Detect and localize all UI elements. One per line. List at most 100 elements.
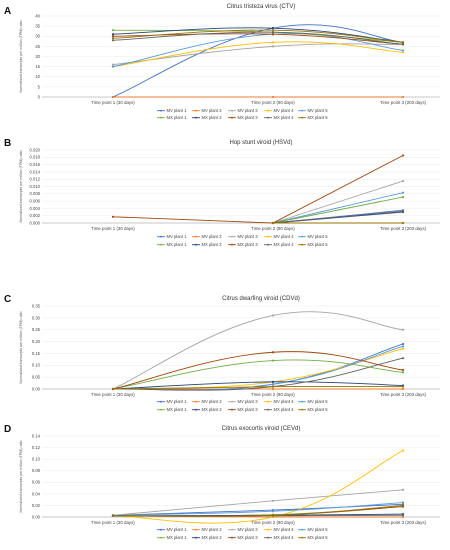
data-point xyxy=(271,383,275,386)
legend-label: MX plant 4 xyxy=(274,535,295,540)
data-point xyxy=(401,95,405,99)
legend-marker xyxy=(231,243,233,246)
y-tick-label: 0.014 xyxy=(30,169,41,174)
series-line xyxy=(112,357,404,391)
y-tick-label: 0.00 xyxy=(32,386,41,391)
data-point xyxy=(401,41,405,44)
legend-item: MX plant 5 xyxy=(298,242,328,247)
legend-item: MX plant 2 xyxy=(192,407,222,412)
y-tick-label: 30 xyxy=(35,34,40,39)
y-tick-label: 20 xyxy=(35,54,40,59)
legend-label: MX plant 1 xyxy=(167,115,188,120)
legend-marker xyxy=(231,235,233,238)
legend-marker xyxy=(160,235,162,238)
chart-panel-d: D Citrus exocortis viroid (CEVd) 0.00 0.02 0… xyxy=(4,424,440,540)
data-point xyxy=(271,385,275,388)
legend-item: MV plant 3 xyxy=(228,234,258,239)
legend-marker xyxy=(195,235,197,238)
data-point xyxy=(271,314,275,317)
legend-item: MV plant 4 xyxy=(264,399,294,404)
legend-item: MV plant 2 xyxy=(192,399,222,404)
x-tick-label: Time point 3 (203 days) xyxy=(380,392,426,397)
data-point xyxy=(111,37,115,40)
legend-marker xyxy=(231,528,233,531)
legend-label: MV plant 5 xyxy=(308,527,329,532)
y-tick-label: 0.30 xyxy=(32,315,41,320)
data-point xyxy=(111,35,115,38)
series-mv-plant-1 xyxy=(111,342,405,391)
legend-label: MV plant 2 xyxy=(202,527,223,532)
legend-item: MV plant 1 xyxy=(157,527,187,532)
series-mx-plant-5 xyxy=(111,385,405,391)
legend-label: MX plant 3 xyxy=(238,242,259,247)
legend-label: MV plant 2 xyxy=(202,234,223,239)
chart-title: Citrus dwarfing viroid (CDVd) xyxy=(222,296,300,302)
legend-item: MX plant 4 xyxy=(264,535,294,540)
data-point xyxy=(401,387,405,391)
y-tick-label: 0.010 xyxy=(30,184,41,189)
series-mx-plant-3 xyxy=(111,351,405,391)
legend-label: MV plant 4 xyxy=(274,108,295,113)
legend-item: MX plant 2 xyxy=(192,535,222,540)
legend-item: MV plant 3 xyxy=(228,527,258,532)
data-point xyxy=(111,29,115,32)
data-point xyxy=(271,359,275,362)
data-point xyxy=(271,510,275,513)
series-mv-plant-2 xyxy=(111,95,405,99)
legend-label: MX plant 2 xyxy=(202,407,223,412)
x-tick-label: Time point 1 (30 days) xyxy=(91,520,135,525)
legend-marker xyxy=(267,400,269,403)
legend-item: MX plant 1 xyxy=(157,535,187,540)
series-line xyxy=(112,348,404,390)
chart-panel-c: C Citrus dwarfing viroid (CDVd) 0.00 0.05 0.… xyxy=(4,294,440,412)
legend-item: MX plant 5 xyxy=(298,535,328,540)
legend-marker xyxy=(160,528,162,531)
legend-item: MV plant 2 xyxy=(192,108,222,113)
data-point xyxy=(271,29,275,32)
legend-item: MX plant 3 xyxy=(228,242,258,247)
legend-marker xyxy=(160,536,162,539)
x-tick-label: Time point 3 (203 days) xyxy=(380,520,426,525)
y-tick-label: 0.14 xyxy=(32,433,41,438)
data-point xyxy=(271,41,275,44)
data-point xyxy=(401,504,405,507)
legend-marker xyxy=(301,528,303,531)
legend-label: MX plant 5 xyxy=(308,242,329,247)
y-tick-label: 0.06 xyxy=(32,480,41,485)
legend-label: MX plant 2 xyxy=(202,115,223,120)
legend-item: MV plant 4 xyxy=(264,527,294,532)
legend-item: MX plant 4 xyxy=(264,407,294,412)
data-point xyxy=(271,499,275,502)
data-point xyxy=(271,31,275,34)
x-tick-label: Time point 1 (30 days) xyxy=(91,100,135,105)
data-point xyxy=(401,210,405,213)
legend-marker xyxy=(301,235,303,238)
legend-label: MX plant 3 xyxy=(238,407,259,412)
x-tick-label: Time point 1 (30 days) xyxy=(91,392,135,397)
series-line xyxy=(272,210,404,224)
panel-letter: C xyxy=(4,294,11,305)
legend-marker xyxy=(195,408,197,411)
legend-item: MX plant 3 xyxy=(228,407,258,412)
series-line xyxy=(112,359,404,390)
legend-label: MX plant 2 xyxy=(202,535,223,540)
y-tick-label: 0.020 xyxy=(30,147,41,152)
legend-marker xyxy=(160,243,162,246)
chart-title: Citrus exocortis viroid (CEVd) xyxy=(222,426,301,432)
legend-item: MV plant 2 xyxy=(192,234,222,239)
data-point xyxy=(401,347,405,350)
x-tick-label: Time point 2 (90 days) xyxy=(251,520,295,525)
legend-label: MV plant 1 xyxy=(167,234,188,239)
legend-marker xyxy=(267,536,269,539)
x-tick-label: Time point 2 (90 days) xyxy=(251,226,295,231)
data-point xyxy=(401,345,405,348)
x-tick-label: Time point 3 (203 days) xyxy=(380,100,426,105)
data-point xyxy=(111,63,115,66)
legend-label: MX plant 5 xyxy=(308,407,329,412)
legend: MV plant 1 MV plant 2 MV plant 3 MV plant 4… xyxy=(157,399,328,412)
series-line xyxy=(272,196,404,224)
series-line xyxy=(272,192,404,224)
data-point xyxy=(401,357,405,360)
legend-marker xyxy=(195,528,197,531)
